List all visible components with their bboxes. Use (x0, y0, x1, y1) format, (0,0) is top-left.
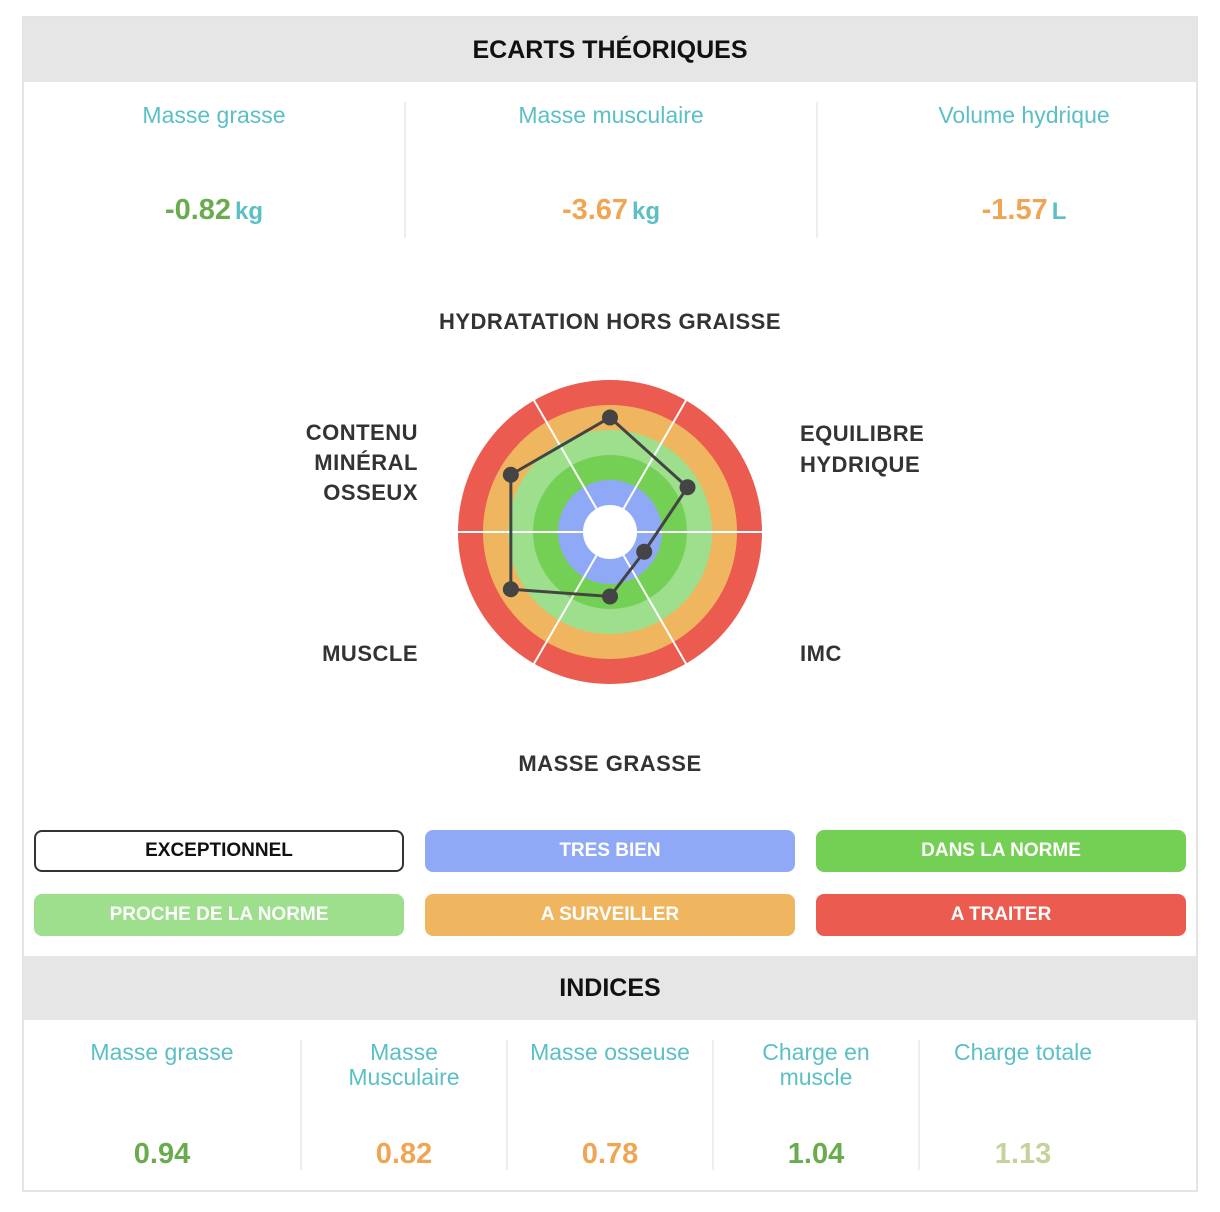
radar-point (636, 543, 653, 560)
index-value: 0.78 (581, 1138, 639, 1170)
metric-masse-musculaire: Masse musculaire -3.67 kg (406, 102, 818, 238)
metric-value: -3.67 (561, 194, 629, 226)
radar-point (502, 466, 519, 483)
metric-label: Volume hydrique (938, 102, 1110, 128)
index-masse-musculaire: Masse Musculaire 0.82 (302, 1040, 508, 1170)
index-value: 1.13 (994, 1138, 1052, 1170)
radar-point (679, 479, 696, 496)
legend-a-surveiller: A SURVEILLER (425, 894, 795, 936)
radar-label-line: MINÉRAL (314, 450, 418, 475)
legend-proche-de-la-norme: PROCHE DE LA NORME (34, 894, 404, 936)
index-charge-totale: Charge totale 1.13 (920, 1039, 1126, 1171)
radar-label-line: CONTENU (305, 420, 418, 445)
radar-point (602, 409, 618, 426)
metric-unit: kg (235, 198, 264, 225)
index-label: Masse grasse (90, 1039, 234, 1065)
radar-label-masse-grasse: MASSE GRASSE (518, 751, 702, 776)
radar-label-imc: IMC (800, 641, 842, 666)
radar-label-equilibre-hydrique: EQUILIBRE HYDRIQUE (800, 418, 924, 480)
index-value: 1.04 (787, 1138, 845, 1170)
ecarts-header: ECARTS THÉORIQUES (24, 18, 1196, 82)
radar-spoke (533, 399, 687, 665)
metric-unit: kg (632, 198, 661, 225)
metric-value: -0.82 (164, 194, 232, 226)
radar-chart (458, 380, 762, 684)
legend-tres-bien: TRES BIEN (425, 830, 795, 872)
index-value: 0.94 (133, 1138, 191, 1170)
index-label: Charge totale (953, 1039, 1093, 1065)
radar-label-muscle: MUSCLE (322, 641, 418, 666)
radar-label-line: OSSEUX (323, 480, 418, 505)
metric-unit: L (1051, 198, 1067, 225)
indices-title: INDICES (559, 973, 661, 1002)
legend-dans-la-norme: DANS LA NORME (816, 830, 1186, 872)
index-charge-en-muscle: Charge en muscle 1.04 (714, 1040, 920, 1170)
ecarts-title: ECARTS THÉORIQUES (472, 35, 748, 64)
index-masse-grasse: Masse grasse 0.94 (24, 1040, 302, 1170)
radar-label-line: EQUILIBRE (800, 421, 925, 446)
metric-label: Masse musculaire (518, 102, 704, 128)
metric-masse-grasse: Masse grasse -0.82 kg (24, 102, 406, 238)
legend-a-traiter: A TRAITER (816, 894, 1186, 936)
index-label: Charge en muscle (762, 1039, 870, 1090)
indices-header: INDICES (24, 956, 1196, 1020)
metric-value: -1.57 (981, 194, 1048, 226)
metric-label: Masse grasse (142, 102, 286, 128)
radar-point (502, 581, 519, 598)
index-label: Masse Musculaire (348, 1039, 460, 1090)
index-masse-osseuse: Masse osseuse 0.78 (508, 1040, 714, 1170)
index-label: Masse osseuse (530, 1039, 690, 1065)
index-value: 0.82 (375, 1138, 433, 1170)
radar-label-contenu-mineral-osseux: CONTENU MINÉRAL OSSEUX (224, 418, 418, 508)
legend-exceptionnel: EXCEPTIONNEL (34, 830, 404, 872)
radar-label-line: HYDRIQUE (800, 452, 921, 477)
metric-volume-hydrique: Volume hydrique -1.57 L (818, 102, 1220, 238)
body-composition-card: ECARTS THÉORIQUES Masse grasse -0.82 kg M… (22, 16, 1198, 1192)
radar-label-hydratation: HYDRATATION HORS GRAISSE (438, 309, 781, 334)
radar-point (602, 588, 618, 605)
